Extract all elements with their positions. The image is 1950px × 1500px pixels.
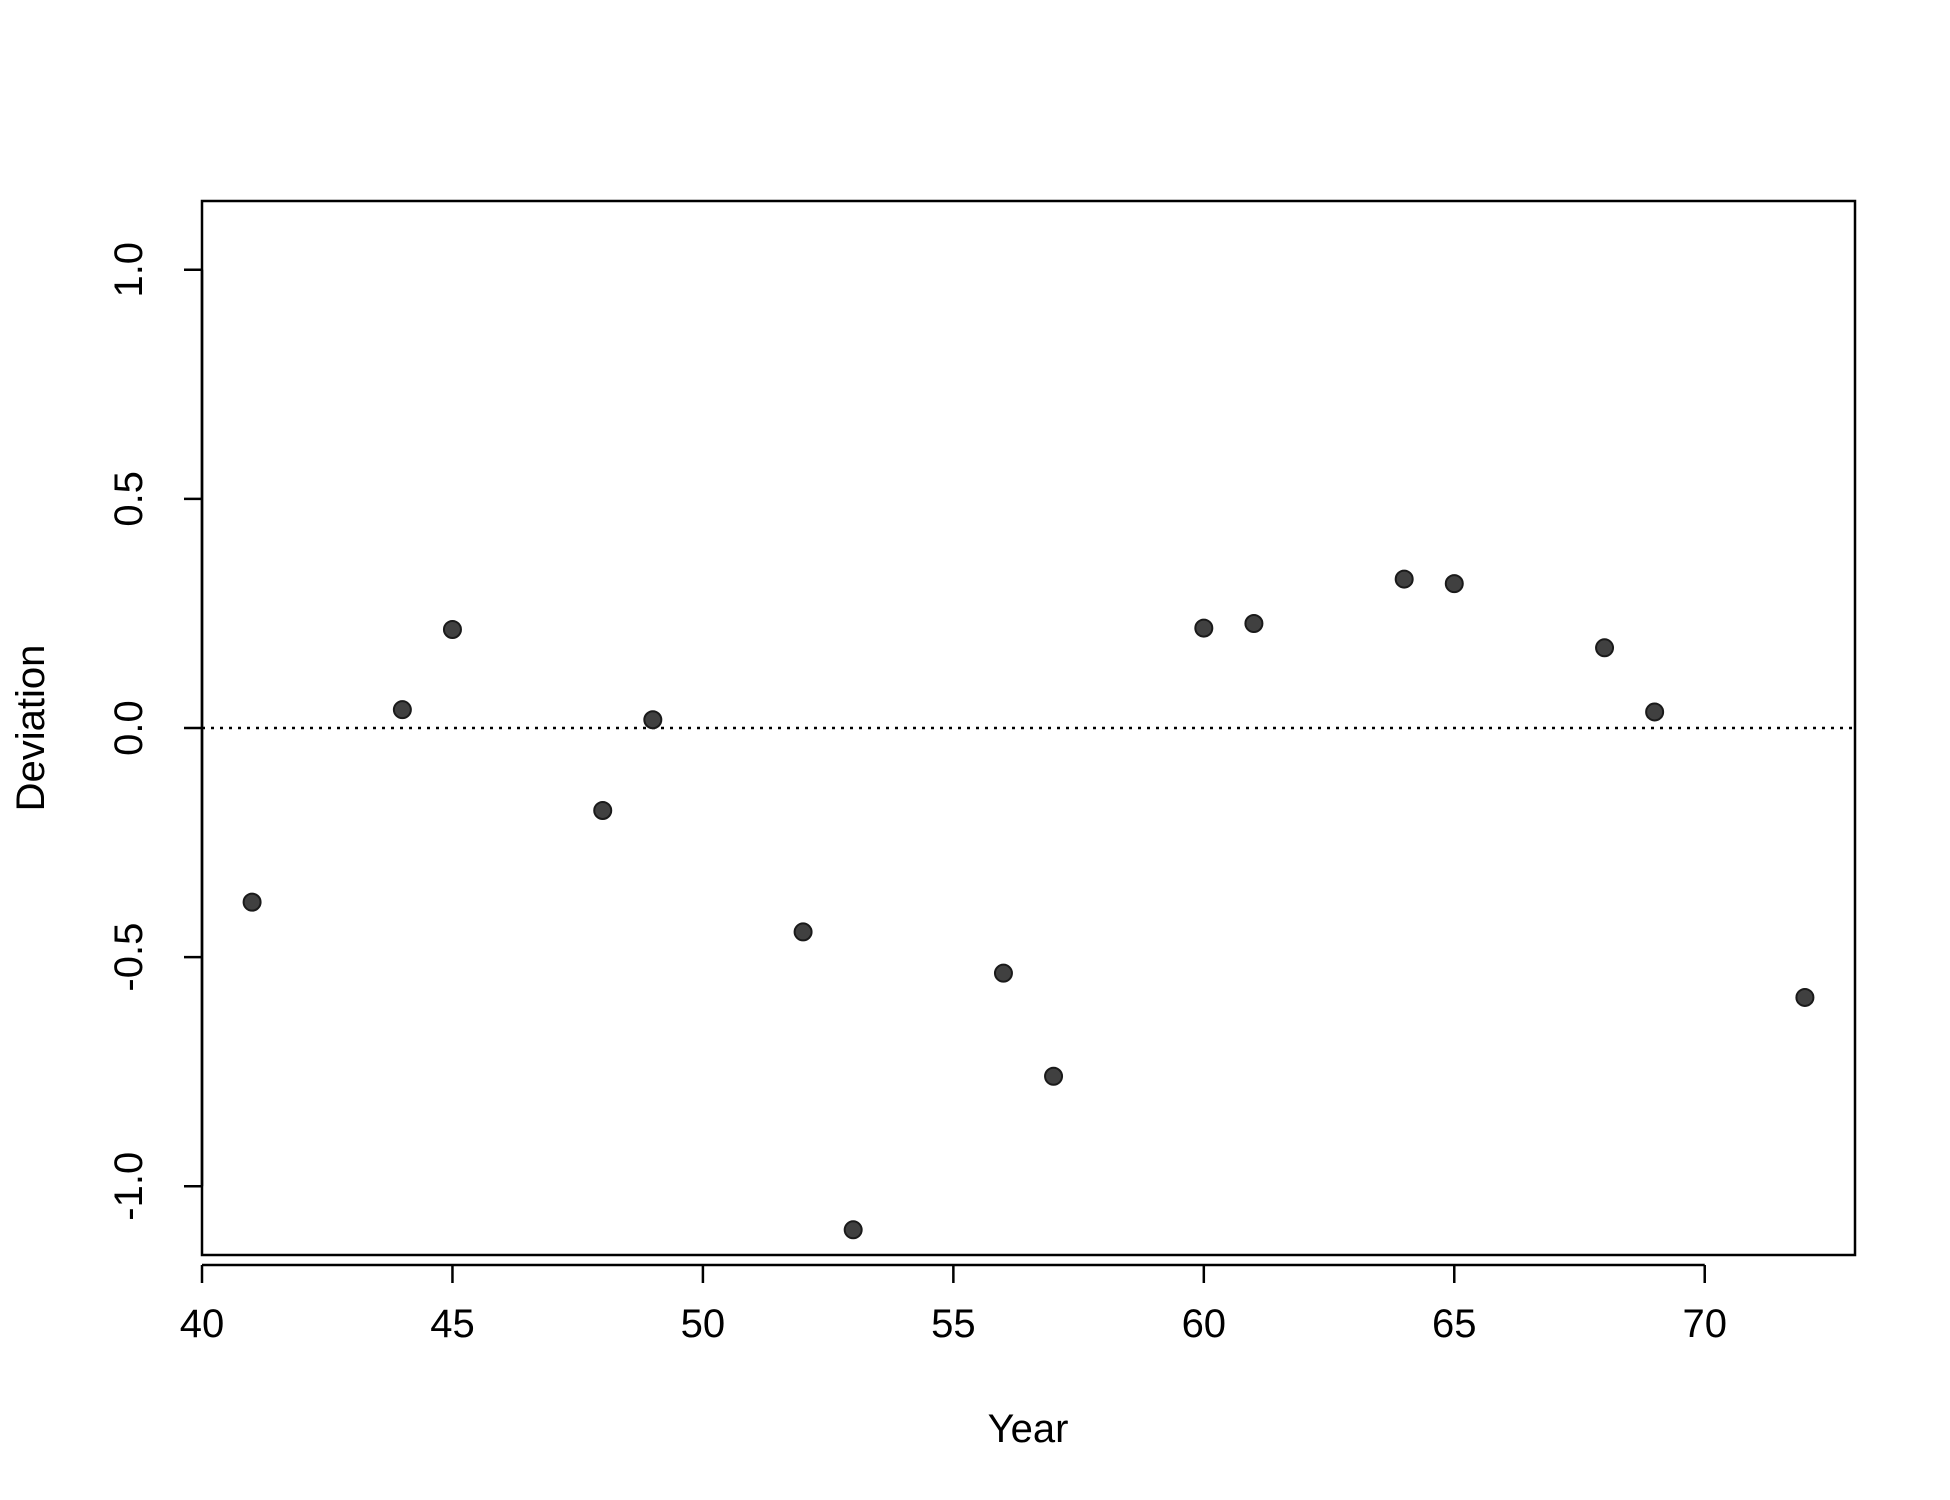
- x-tick-label: 50: [681, 1302, 726, 1346]
- data-point: [1795, 987, 1815, 1007]
- data-point: [843, 1220, 863, 1240]
- x-tick-label: 40: [180, 1302, 225, 1346]
- x-tick-label: 45: [430, 1302, 475, 1346]
- data-point: [593, 800, 613, 820]
- data-point: [793, 922, 813, 942]
- data-point: [1645, 702, 1665, 722]
- data-point: [1244, 614, 1264, 634]
- y-axis-label: Deviation: [9, 645, 53, 812]
- y-axis: -1.0 -0.5 0.0 0.5 1.0: [107, 242, 204, 1221]
- y-tick-label: 1.0: [107, 242, 151, 298]
- data-point: [442, 619, 462, 639]
- x-tick-label: 70: [1682, 1302, 1727, 1346]
- x-tick-label: 60: [1182, 1302, 1227, 1346]
- data-points: [242, 569, 1815, 1240]
- data-point: [1595, 638, 1615, 658]
- x-tick-label: 55: [931, 1302, 976, 1346]
- data-point: [1194, 618, 1214, 638]
- data-point: [392, 700, 412, 720]
- y-tick-label: -0.5: [107, 923, 151, 992]
- data-point: [993, 963, 1013, 983]
- data-point: [1444, 574, 1464, 594]
- data-point: [242, 892, 262, 912]
- x-axis-label: Year: [988, 1407, 1069, 1451]
- y-tick-label: 0.5: [107, 471, 151, 527]
- data-point: [1394, 569, 1414, 589]
- x-tick-label: 65: [1432, 1302, 1477, 1346]
- data-point: [1044, 1066, 1064, 1086]
- y-tick-label: -1.0: [107, 1152, 151, 1221]
- data-point: [643, 710, 663, 730]
- x-axis: 40 45 50 55 60 65 70: [180, 1263, 1727, 1346]
- y-tick-label: 0.0: [107, 700, 151, 756]
